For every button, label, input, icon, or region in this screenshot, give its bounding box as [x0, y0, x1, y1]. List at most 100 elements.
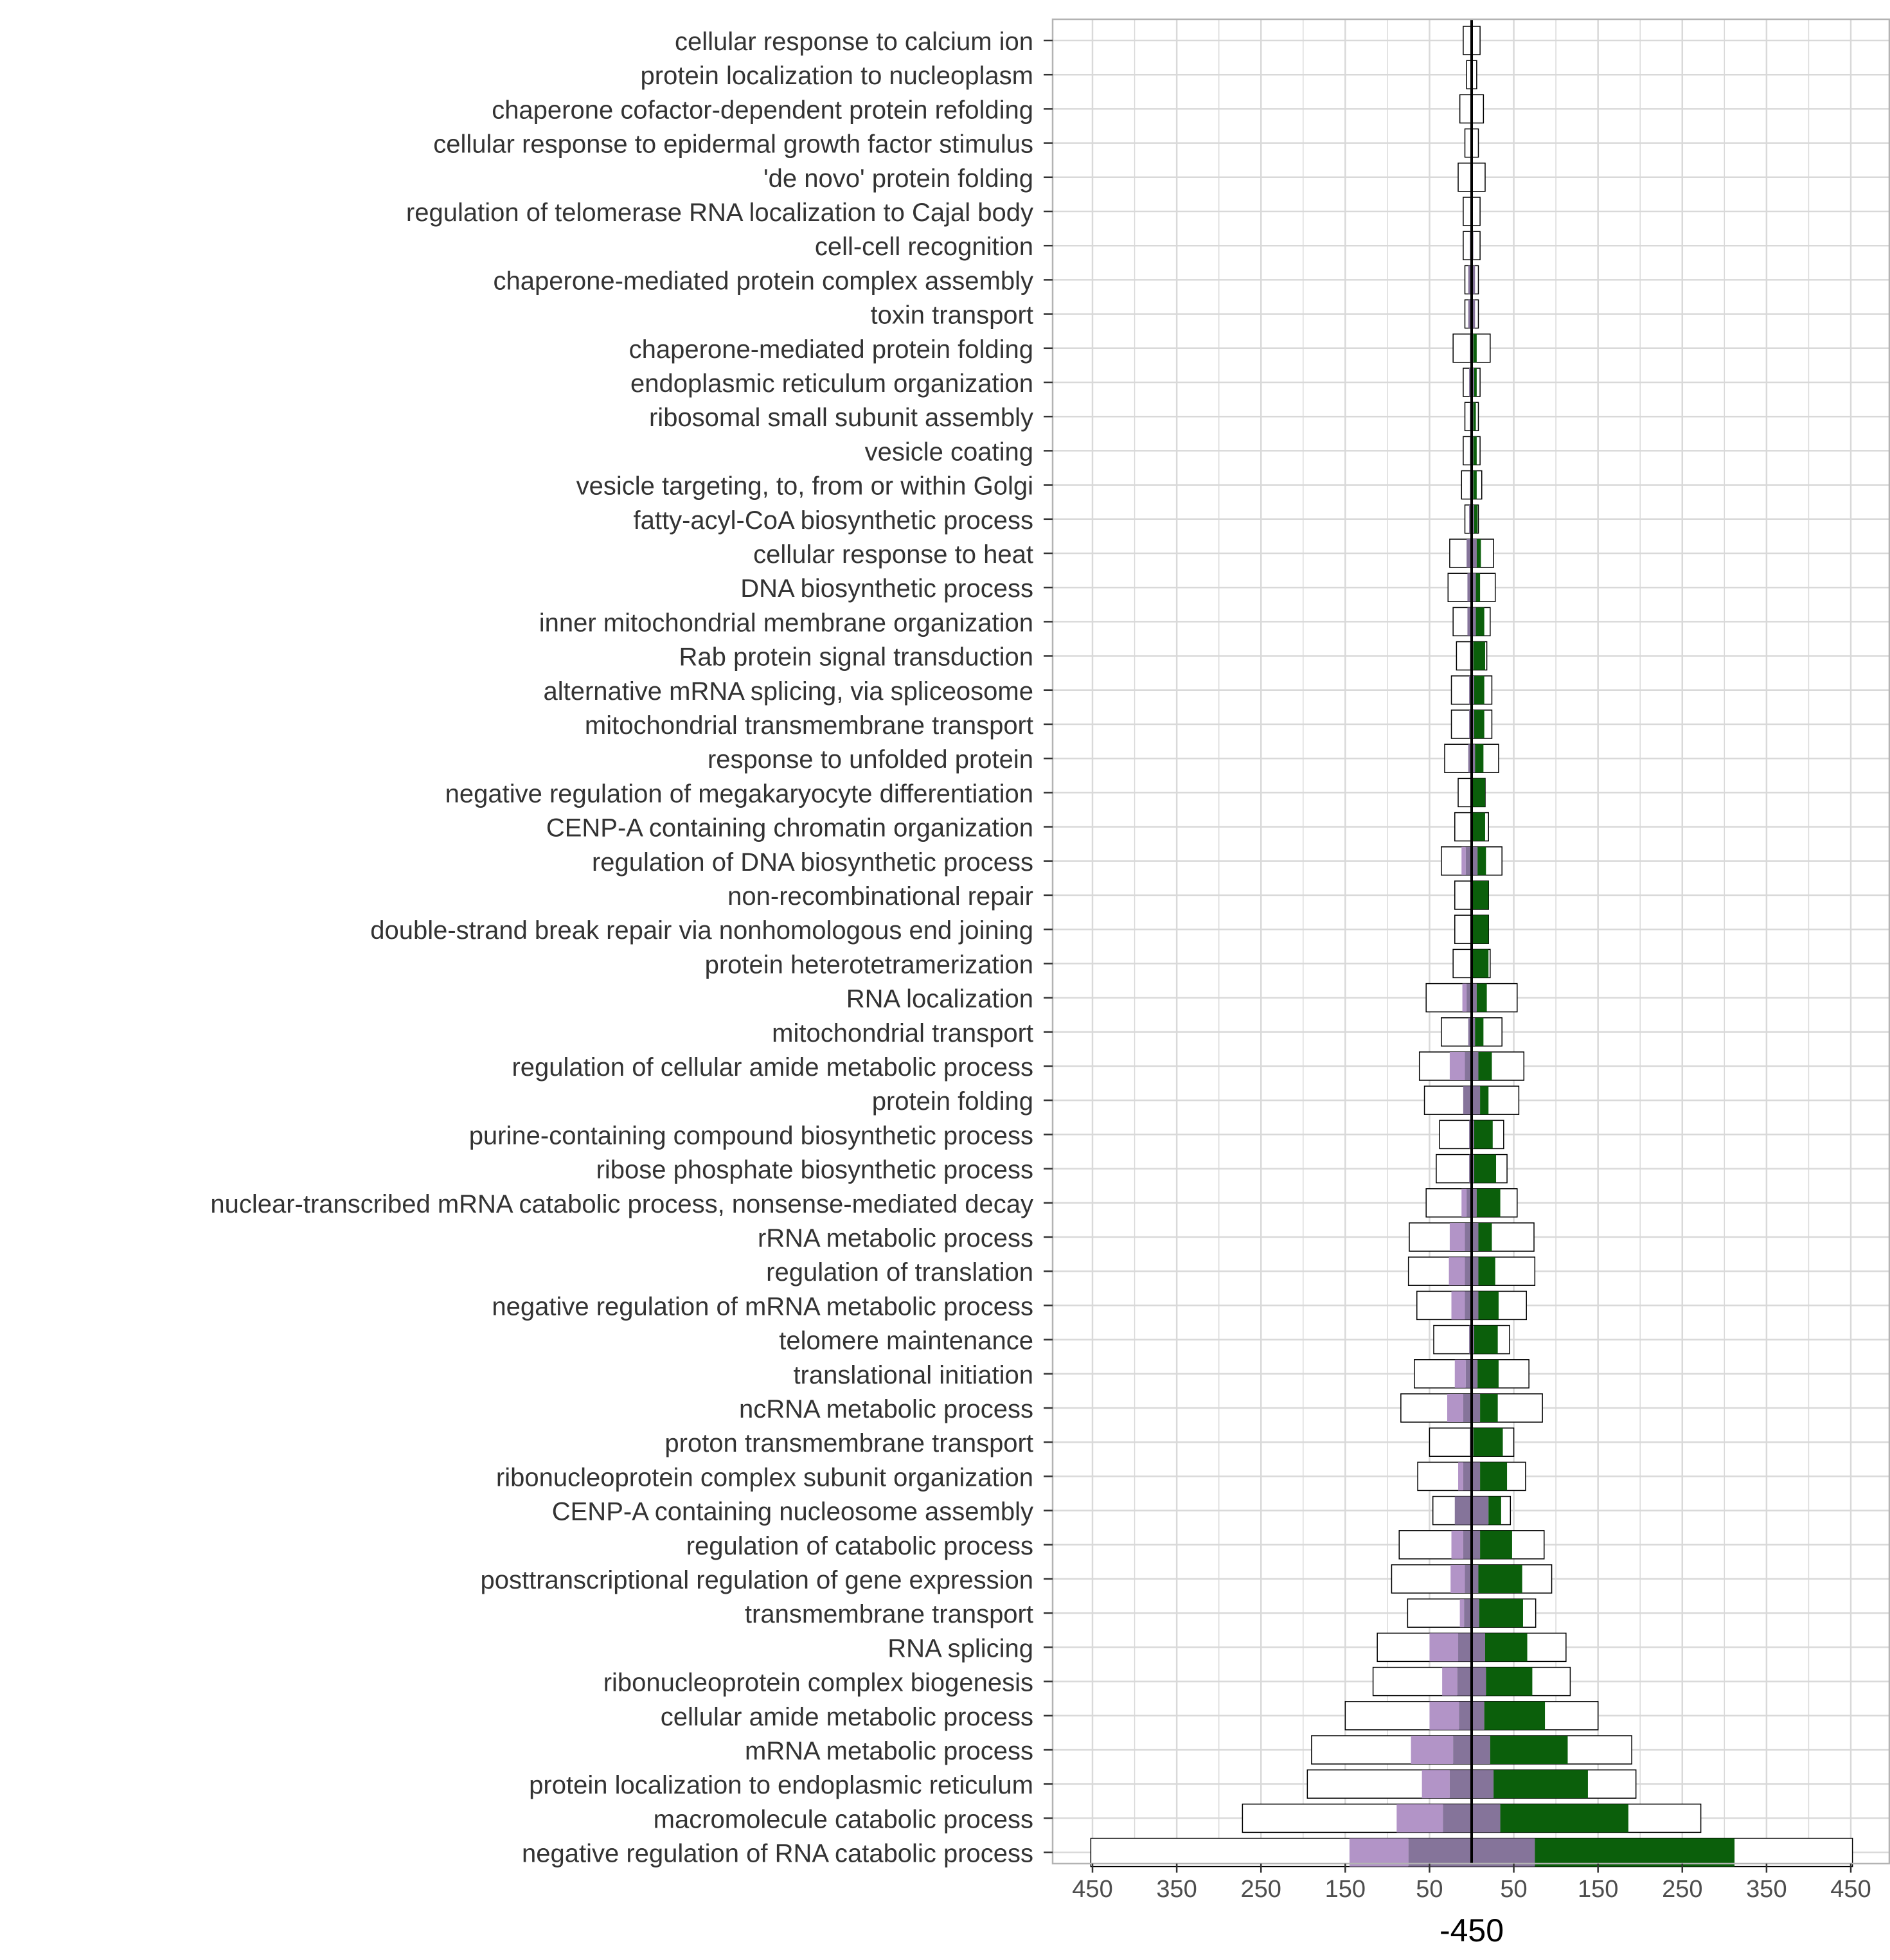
- category-label: endoplasmic reticulum organization: [630, 370, 1033, 398]
- bar-left-segment: [1462, 983, 1467, 1012]
- category-label: double-strand break repair via nonhomolo…: [370, 916, 1033, 945]
- bar-left-segment: [1454, 1359, 1466, 1388]
- bar-right-segment: [1474, 1120, 1493, 1149]
- x-tick-label: 50: [1416, 1876, 1443, 1903]
- category-label: rRNA metabolic process: [758, 1224, 1033, 1252]
- bar-right-segment: [1480, 1086, 1489, 1115]
- category-label: vesicle coating: [865, 438, 1033, 466]
- category-label: inner mitochondrial membrane organizatio…: [539, 609, 1033, 637]
- bar-left-segment: [1451, 1291, 1465, 1320]
- bar-right-segment: [1479, 1599, 1523, 1628]
- x-tick-label: 450: [1830, 1876, 1871, 1903]
- bar-right-segment: [1473, 641, 1485, 670]
- category-label: negative regulation of RNA catabolic pro…: [522, 1840, 1033, 1868]
- bar-right-segment: [1478, 1223, 1492, 1251]
- plot-border: [1051, 18, 1890, 1865]
- category-label: ribosomal small subunit assembly: [649, 404, 1033, 432]
- bar-right-segment: [1474, 675, 1484, 704]
- x-tick-label: 250: [1662, 1876, 1702, 1903]
- category-label: cellular response to calcium ion: [675, 28, 1033, 56]
- bar-right-segment: [1472, 812, 1485, 841]
- category-label: CENP-A containing chromatin organization: [546, 814, 1033, 842]
- category-label: Rab protein signal transduction: [679, 643, 1033, 672]
- category-label: cellular amide metabolic process: [661, 1703, 1033, 1731]
- bar-right-segment: [1478, 1291, 1499, 1320]
- category-label: regulation of DNA biosynthetic process: [592, 848, 1033, 877]
- category-label: ncRNA metabolic process: [739, 1395, 1033, 1423]
- bar-left-segment: [1411, 1736, 1454, 1764]
- bar-right-segment: [1476, 1188, 1501, 1217]
- bar-right-segment: [1473, 470, 1477, 499]
- bar-left-segment: [1461, 846, 1466, 875]
- category-label: telomere maintenance: [779, 1327, 1033, 1355]
- bar-left-segment: [1459, 1599, 1465, 1628]
- category-label: response to unfolded protein: [708, 745, 1033, 774]
- bar-right-segment: [1478, 1565, 1522, 1593]
- category-label: protein localization to nucleoplasm: [641, 62, 1033, 90]
- category-label: chaperone-mediated protein folding: [629, 335, 1033, 364]
- bar-left-segment: [1461, 1188, 1467, 1217]
- bar-right-segment: [1472, 881, 1489, 909]
- bar-right-segment: [1475, 744, 1484, 773]
- bar-right-segment: [1480, 1462, 1508, 1491]
- x-tick-label: 150: [1325, 1876, 1366, 1903]
- category-label: purine-containing compound biosynthetic …: [469, 1121, 1033, 1150]
- bar-right-segment: [1475, 607, 1484, 636]
- bar-right-segment: [1473, 402, 1476, 431]
- bar-right-segment: [1473, 436, 1477, 465]
- category-label: alternative mRNA splicing, via spliceoso…: [543, 677, 1033, 706]
- bar-left-segment: [1449, 1052, 1465, 1080]
- bar-right-segment: [1477, 1359, 1499, 1388]
- category-label: mitochondrial transmembrane transport: [585, 711, 1033, 740]
- bar-left-segment: [1450, 1565, 1465, 1593]
- bar-right-segment: [1473, 1428, 1503, 1457]
- bar-right-segment: [1472, 949, 1489, 978]
- bar-left-segment: [1349, 1838, 1409, 1867]
- bar-right-segment: [1493, 1770, 1588, 1799]
- category-label: non-recombinational repair: [727, 882, 1033, 911]
- bar-right-segment: [1474, 710, 1484, 738]
- bar-right-segment: [1535, 1838, 1735, 1867]
- x-tick-label: 50: [1500, 1876, 1527, 1903]
- category-label: mRNA metabolic process: [745, 1737, 1033, 1765]
- category-label: cellular response to heat: [753, 540, 1033, 569]
- bar-right-segment: [1480, 1530, 1512, 1559]
- bar-right-segment: [1476, 983, 1487, 1012]
- bar-right-segment: [1474, 1154, 1497, 1183]
- category-label: protein folding: [872, 1087, 1033, 1116]
- bar-right-segment: [1477, 846, 1486, 875]
- category-label: ribonucleoprotein complex biogenesis: [603, 1669, 1033, 1697]
- bar-right-segment: [1486, 1667, 1533, 1696]
- category-label: ribonucleoprotein complex subunit organi…: [496, 1463, 1033, 1492]
- category-label: regulation of telomerase RNA localizatio…: [406, 199, 1033, 227]
- category-label: negative regulation of mRNA metabolic pr…: [492, 1292, 1033, 1321]
- category-labels: cellular response to calcium ion protein …: [210, 28, 1053, 1868]
- x-axis: 450 350 250 150 50 50 150 250 350 450: [1072, 1864, 1871, 1903]
- bar-left-segment: [1429, 1701, 1459, 1730]
- bar-right-segment: [1478, 1257, 1495, 1286]
- bar-left-segment: [1429, 1633, 1459, 1662]
- bar-left-segment: [1449, 1257, 1465, 1286]
- category-label: RNA splicing: [887, 1634, 1033, 1662]
- bar-right-segment: [1475, 1017, 1484, 1046]
- bar-left-segment: [1449, 1223, 1465, 1251]
- bar-left-segment: [1442, 1667, 1458, 1696]
- category-label: CENP-A containing nucleosome assembly: [552, 1498, 1033, 1526]
- bar-right-segment: [1472, 778, 1485, 807]
- category-label: regulation of translation: [766, 1258, 1033, 1287]
- category-label: cell-cell recognition: [815, 233, 1033, 261]
- category-label: regulation of cellular amide metabolic p…: [512, 1053, 1033, 1082]
- bar-right-segment: [1474, 368, 1477, 396]
- category-label: fatty-acyl-CoA biosynthetic process: [634, 506, 1033, 535]
- bar-right-segment: [1490, 1736, 1568, 1764]
- category-label: vesicle targeting, to, from or within Go…: [576, 472, 1033, 501]
- bar-right-segment: [1488, 1496, 1501, 1525]
- bar-right-segment: [1473, 334, 1477, 362]
- category-label: proton transmembrane transport: [664, 1429, 1033, 1457]
- bar-left-segment: [1396, 1804, 1443, 1833]
- category-label: cellular response to epidermal growth fa…: [433, 130, 1033, 159]
- category-label: chaperone cofactor-dependent protein ref…: [492, 96, 1033, 124]
- bar-right-segment: [1500, 1804, 1628, 1833]
- bars-layer: [1051, 18, 1890, 1867]
- bar-right-segment: [1478, 1052, 1492, 1080]
